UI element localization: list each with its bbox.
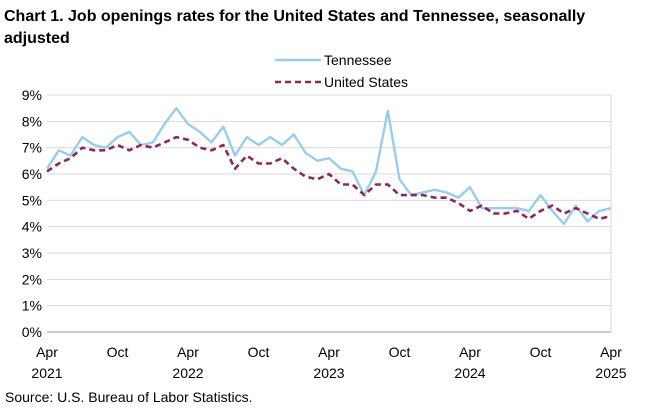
x-tick-label-month: Apr <box>318 344 340 360</box>
x-tick-label-month: Apr <box>177 344 199 360</box>
x-tick-label-month: Oct <box>248 344 270 360</box>
y-tick-label: 5% <box>22 192 42 208</box>
legend-label: United States <box>324 74 408 90</box>
x-tick-label-month: Oct <box>389 344 411 360</box>
source-note: Source: U.S. Bureau of Labor Statistics. <box>5 389 253 405</box>
y-tick-label: 1% <box>22 298 42 314</box>
x-tick-label-month: Apr <box>36 344 58 360</box>
x-tick-label-year: 2021 <box>31 365 62 381</box>
x-axis-tick-labels: Apr 2021 Oct Apr 2022 Oct Apr 2023 Oct Apr 2024 Oct… <box>31 344 626 381</box>
y-tick-label: 8% <box>22 113 42 129</box>
series-line-tennessee <box>45 106 612 226</box>
chart-title: Chart 1. Job openings rates for the Unit… <box>4 8 586 47</box>
y-tick-label: 3% <box>22 245 42 261</box>
legend: Tennessee United States <box>275 52 408 90</box>
y-tick-label: 4% <box>22 219 42 235</box>
y-tick-label: 2% <box>22 271 42 287</box>
y-tick-label: 6% <box>22 166 42 182</box>
x-tick-label-month: Apr <box>600 344 622 360</box>
x-tick-label-year: 2025 <box>595 365 626 381</box>
legend-label: Tennessee <box>324 52 392 68</box>
x-tick-label-month: Oct <box>107 344 129 360</box>
y-axis-tick-labels: 0% 1% 2% 3% 4% 5% 6% 7% 8% 9% <box>22 87 42 340</box>
x-tick-label-month: Apr <box>459 344 481 360</box>
y-tick-label: 7% <box>22 140 42 156</box>
y-tick-label: 9% <box>22 87 42 103</box>
x-tick-label-year: 2023 <box>313 365 344 381</box>
y-tick-label: 0% <box>22 324 42 340</box>
gridlines <box>47 94 612 333</box>
x-tick-label-year: 2024 <box>454 365 485 381</box>
series-lines <box>45 106 612 226</box>
x-tick-label-year: 2022 <box>172 365 203 381</box>
x-tick-label-month: Oct <box>530 344 552 360</box>
series-line-united-states <box>46 135 612 221</box>
